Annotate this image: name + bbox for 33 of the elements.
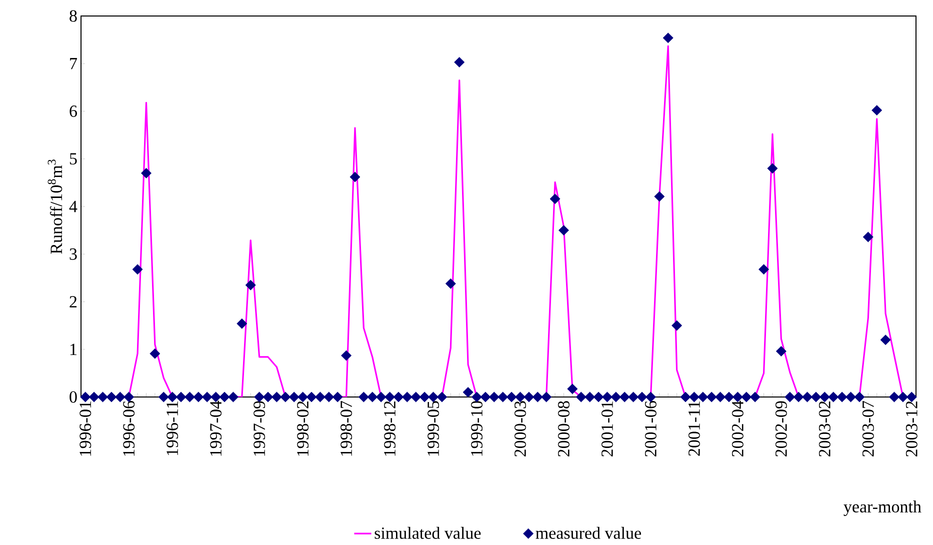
x-tick-label: 1999-10 — [471, 401, 482, 456]
x-tick-label: 2003-02 — [818, 401, 830, 456]
x-tick-label: 2003-12 — [906, 401, 918, 456]
x-tick-label: 2001-01 — [601, 402, 613, 456]
x-tick-label: 1997-04 — [210, 400, 222, 456]
y-tick-label: 0 — [70, 391, 77, 403]
x-tick-label: 2000-08 — [558, 401, 570, 456]
y-tick-label: 2 — [70, 296, 77, 308]
x-tick-label: 2002-09 — [775, 401, 787, 456]
legend-label: measured value — [536, 526, 641, 539]
x-tick-label: 2001-06 — [644, 401, 656, 456]
x-tick-label: 1996-11 — [166, 402, 178, 456]
x-tick-label: 1996-01 — [80, 402, 92, 456]
y-tick-label: 7 — [70, 58, 77, 70]
x-tick-label: 1996-06 — [123, 401, 135, 456]
x-tick-label: 1997-09 — [254, 401, 266, 456]
x-tick-label: 2000-03 — [514, 401, 526, 456]
y-tick-label: 6 — [70, 106, 77, 117]
x-tick-label: 1998-12 — [384, 401, 396, 456]
y-tick-label: 3 — [70, 248, 77, 260]
y-tick-label: 8 — [70, 10, 77, 22]
y-tick-label: 1 — [70, 344, 76, 355]
x-axis-title: year-month — [844, 500, 922, 516]
y-axis-title: Runoff/10$^{8}$m$^{3}$ — [48, 160, 62, 254]
y-tick-label: 5 — [70, 153, 77, 165]
x-tick-label: 2003-07 — [862, 401, 874, 456]
x-tick-label: 1999-05 — [428, 401, 440, 456]
x-tick-label: 2002-04 — [732, 400, 744, 456]
x-tick-label: 1998-02 — [297, 401, 309, 456]
x-tick-label: 2001-11 — [688, 402, 700, 456]
y-tick-label: 4 — [69, 200, 78, 212]
x-tick-label: 1998-07 — [340, 401, 352, 456]
legend-label: simulated value — [374, 526, 481, 539]
